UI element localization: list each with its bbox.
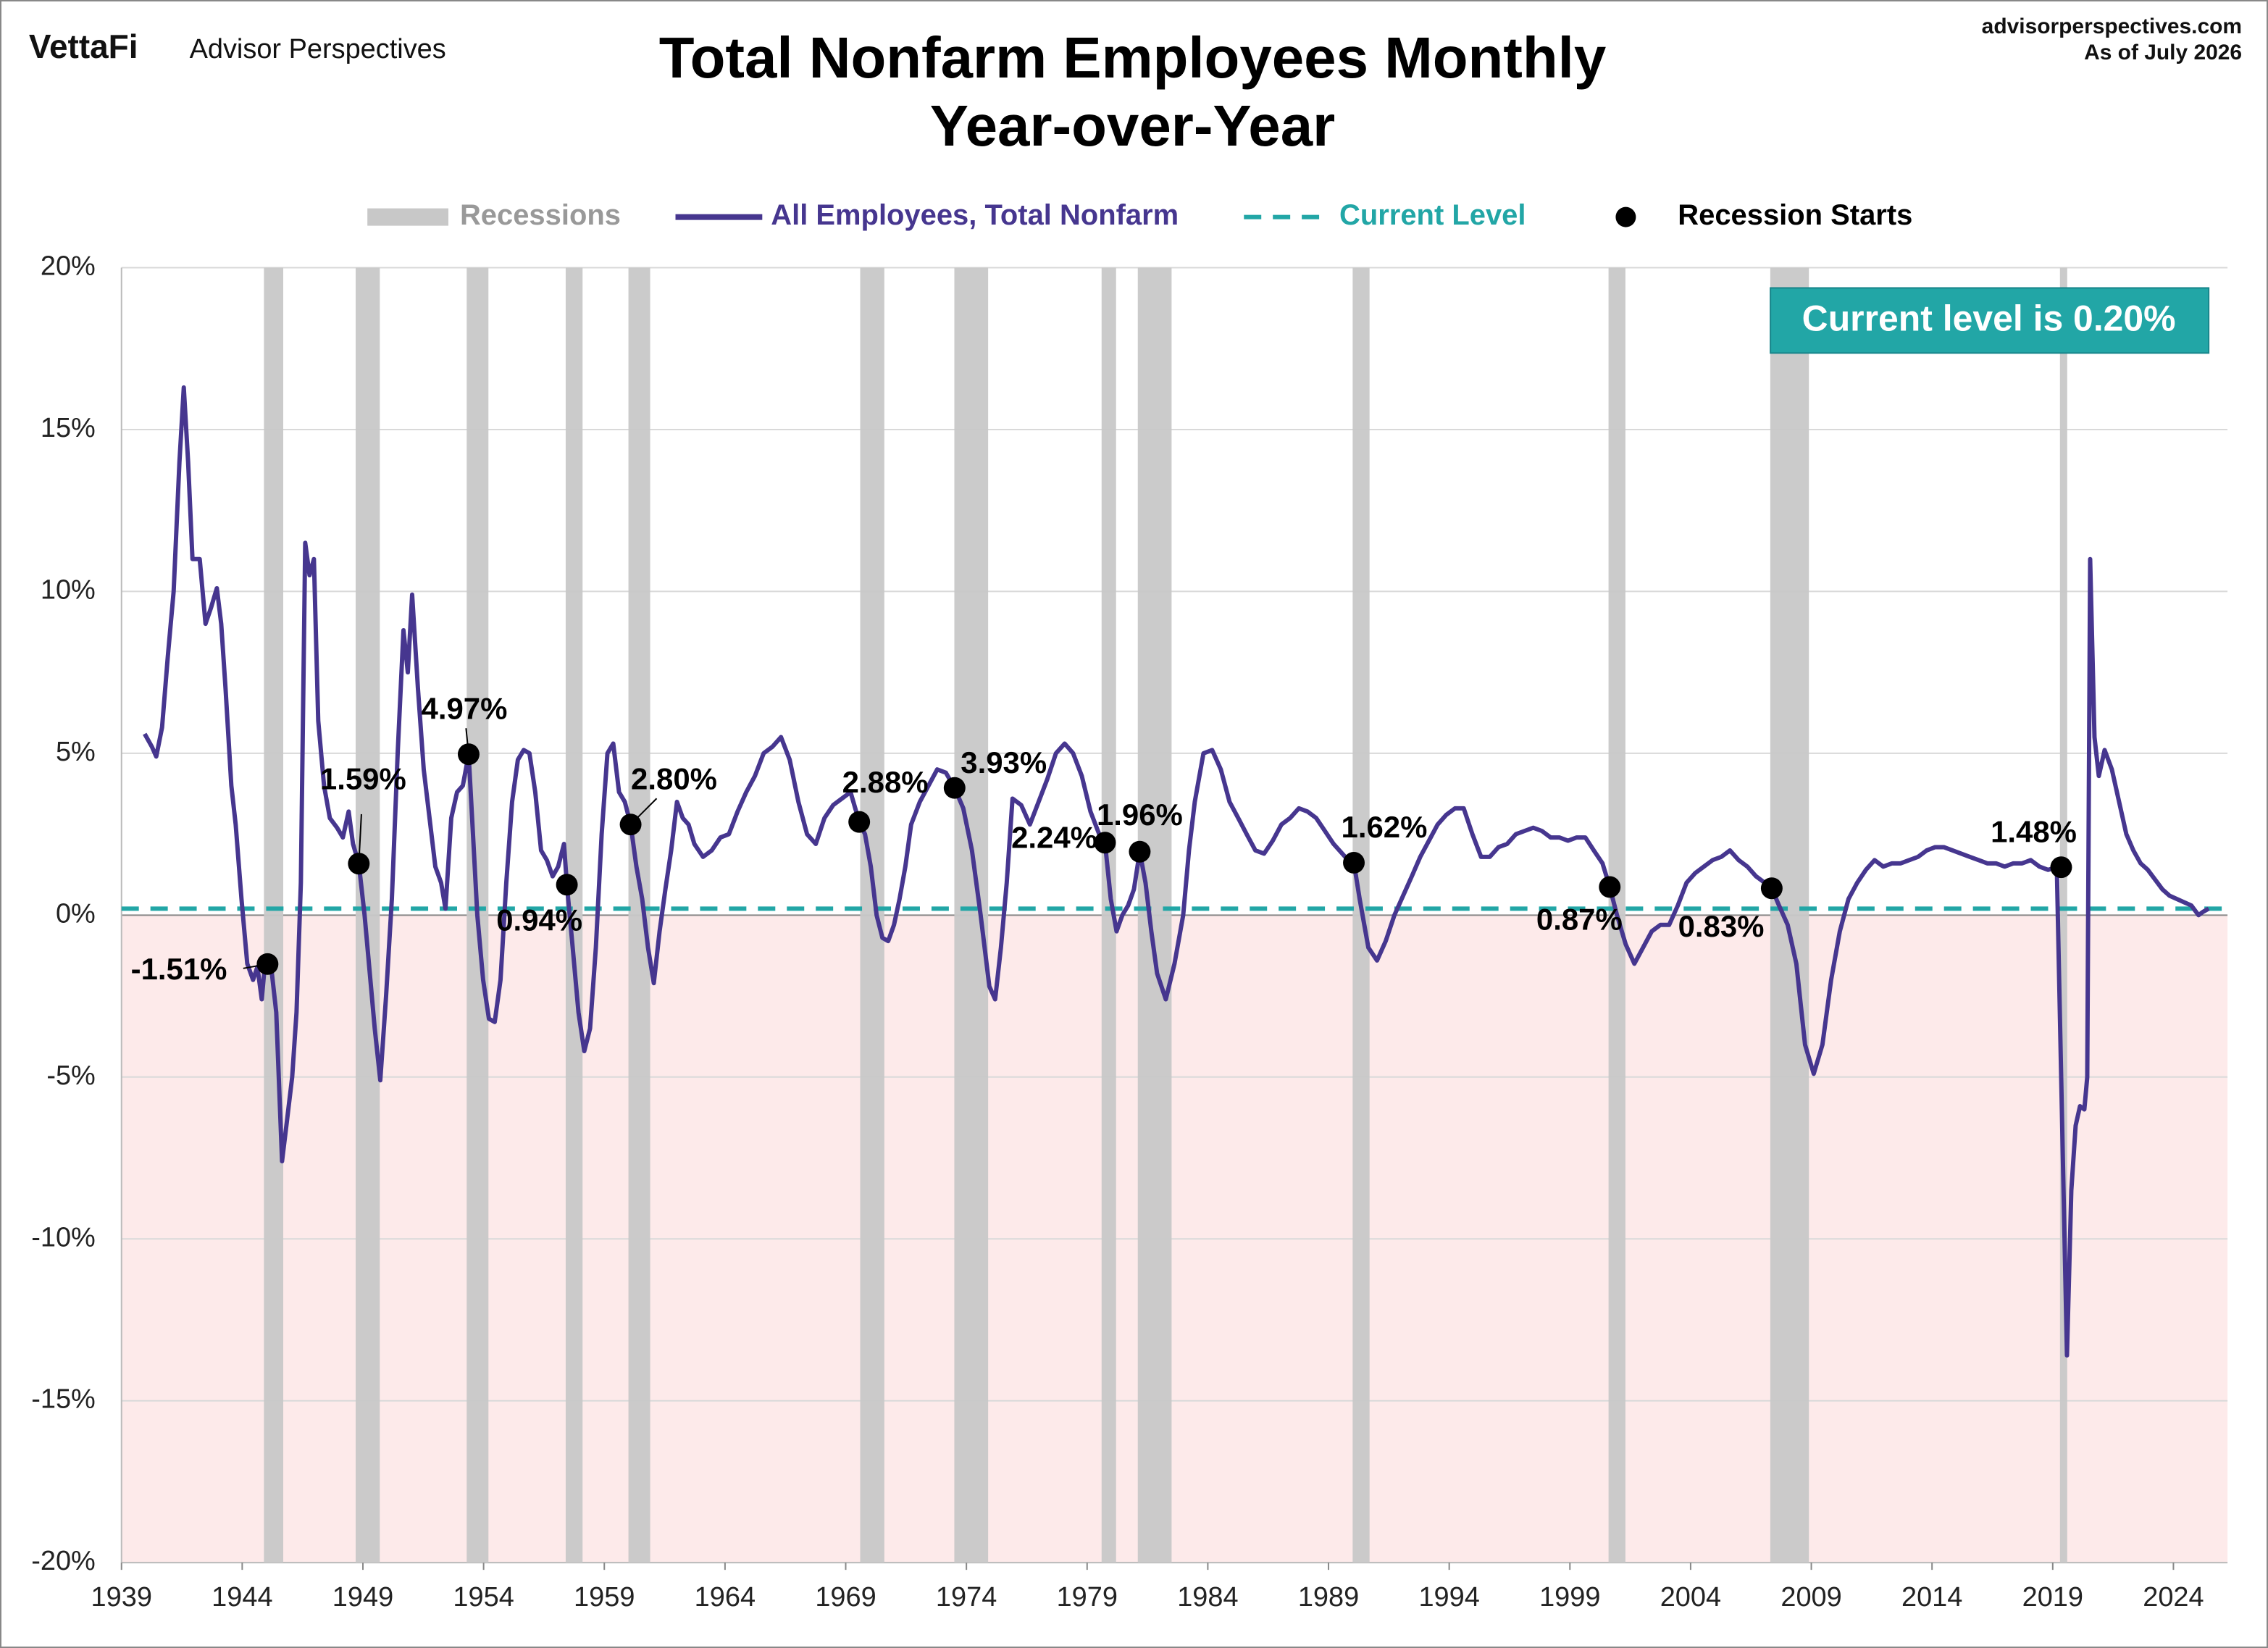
- recession-start-point: [1599, 876, 1621, 898]
- recession-band: [1137, 267, 1172, 1563]
- site: advisorperspectives.com: [1982, 14, 2242, 38]
- x-tick-label: 1984: [1177, 1582, 1238, 1613]
- as-of: As of July 2026: [2084, 41, 2242, 64]
- recession-start-point: [457, 743, 480, 766]
- legend-label: Current Level: [1339, 199, 1526, 231]
- brand: VettaFi: [29, 28, 138, 65]
- recession-band: [628, 267, 650, 1563]
- x-tick-label: 2024: [2143, 1582, 2204, 1613]
- recession-start-point: [1760, 877, 1783, 900]
- data-label: -1.51%: [131, 952, 227, 986]
- x-tick-label: 1969: [815, 1582, 876, 1613]
- y-tick-label: -5%: [46, 1061, 95, 1091]
- recession-start-point: [1094, 832, 1116, 854]
- data-label: 1.59%: [320, 761, 406, 795]
- x-tick-label: 1979: [1057, 1582, 1118, 1613]
- series-line: [143, 385, 2210, 1358]
- data-label: 1.48%: [1991, 814, 2077, 848]
- x-tick-label: 1954: [453, 1582, 514, 1613]
- legend-swatch: [367, 208, 449, 226]
- y-tick-label: 0%: [56, 898, 96, 929]
- recession-band: [1101, 267, 1116, 1563]
- y-tick-label: -20%: [31, 1546, 96, 1576]
- chart-title: Total Nonfarm Employees Monthly: [659, 25, 1607, 90]
- legend-swatch: [1615, 206, 1636, 227]
- annotation-text: Current level is 0.20%: [1802, 298, 2176, 339]
- data-label: 1.62%: [1342, 810, 1428, 844]
- x-tick-label: 1939: [91, 1582, 152, 1613]
- data-label: 0.87%: [1536, 902, 1623, 936]
- recession-start-point: [943, 777, 966, 799]
- data-label: 2.24%: [1011, 820, 1097, 854]
- recession-band: [1770, 267, 1809, 1563]
- chart-title: Year-over-Year: [930, 93, 1335, 158]
- recession-band: [2059, 267, 2067, 1563]
- data-label: 1.96%: [1097, 798, 1183, 832]
- x-tick-label: 1949: [332, 1582, 393, 1613]
- x-tick-label: 1999: [1539, 1582, 1600, 1613]
- x-tick-label: 1944: [212, 1582, 272, 1613]
- recession-band: [565, 267, 583, 1563]
- data-label: 0.94%: [496, 903, 582, 937]
- recession-start-point: [848, 811, 871, 833]
- recession-start-point: [348, 853, 370, 875]
- recession-start-point: [619, 813, 642, 836]
- legend-label: Recession Starts: [1678, 199, 1912, 231]
- legend-label: All Employees, Total Nonfarm: [771, 199, 1179, 231]
- y-tick-label: 5%: [56, 737, 96, 767]
- x-tick-label: 1974: [936, 1582, 997, 1613]
- recession-start-point: [2050, 856, 2072, 879]
- y-tick-label: 10%: [41, 574, 96, 605]
- x-tick-label: 2019: [2022, 1582, 2083, 1613]
- recession-band: [355, 267, 380, 1563]
- data-label: 4.97%: [422, 691, 508, 725]
- x-tick-label: 2009: [1780, 1582, 1841, 1613]
- recession-start-point: [556, 874, 578, 896]
- y-tick-label: -15%: [31, 1384, 96, 1415]
- publisher: Advisor Perspectives: [190, 34, 446, 64]
- recession-band: [264, 267, 284, 1563]
- legend-label: Recessions: [460, 199, 621, 231]
- x-tick-label: 1964: [695, 1582, 756, 1613]
- data-label: 0.83%: [1678, 909, 1765, 943]
- x-tick-label: 1994: [1418, 1582, 1479, 1613]
- y-tick-label: -10%: [31, 1222, 96, 1252]
- data-label: 2.80%: [631, 761, 717, 795]
- x-tick-label: 1959: [574, 1582, 635, 1613]
- x-tick-label: 2014: [1901, 1582, 1962, 1613]
- y-tick-label: 20%: [41, 251, 96, 282]
- recession-band: [954, 267, 989, 1563]
- data-label: 2.88%: [842, 765, 929, 799]
- annotation-box: [1770, 287, 2210, 354]
- recession-start-point: [1129, 840, 1151, 863]
- x-tick-label: 2004: [1660, 1582, 1721, 1613]
- recession-start-point: [1343, 851, 1365, 874]
- data-label: 3.93%: [961, 745, 1047, 779]
- y-tick-label: 15%: [41, 413, 96, 443]
- recession-start-point: [256, 953, 279, 975]
- x-tick-label: 1989: [1298, 1582, 1359, 1613]
- recession-band: [860, 267, 884, 1563]
